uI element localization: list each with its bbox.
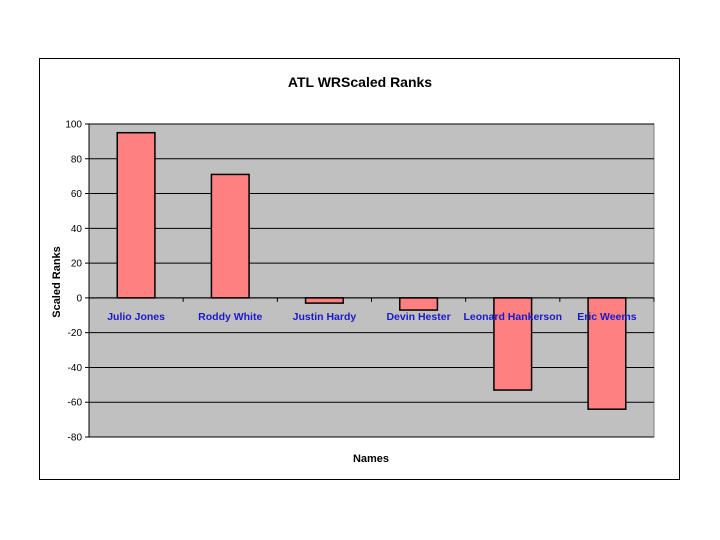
bar [399, 297, 439, 311]
x-tick-label: Justin Hardy [293, 311, 357, 323]
y-tick-label: -60 [68, 398, 83, 409]
y-tick-label: 0 [76, 293, 82, 304]
y-tick-label: 80 [71, 154, 83, 165]
bar [210, 173, 250, 299]
x-tick-label: Eric Weems [577, 311, 636, 323]
y-axis-title: Scaled Ranks [51, 246, 63, 318]
bar [304, 297, 345, 304]
y-tick-label: -80 [68, 433, 83, 444]
bar [116, 131, 156, 299]
y-tick-label: 60 [71, 189, 83, 200]
x-tick-label: Leonard Hankerson [463, 311, 562, 323]
y-tick-label: 100 [65, 120, 82, 131]
y-tick-label: 20 [71, 259, 83, 270]
x-tick-label: Devin Hester [386, 311, 450, 323]
x-tick-label: Roddy White [198, 311, 262, 323]
x-tick-label: Julio Jones [107, 311, 165, 323]
bar [493, 297, 533, 391]
y-tick-label: -40 [68, 363, 83, 374]
y-tick-label: 40 [71, 224, 83, 235]
plot-area [88, 123, 655, 438]
chart-title: ATL WRScaled Ranks [288, 74, 432, 90]
x-axis-title: Names [353, 453, 389, 465]
y-tick-label: -20 [68, 328, 83, 339]
